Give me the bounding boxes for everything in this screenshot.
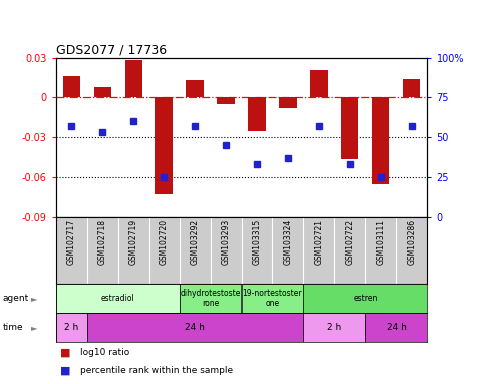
Bar xyxy=(156,98,172,194)
Bar xyxy=(125,60,142,98)
Text: 2 h: 2 h xyxy=(327,323,341,332)
Text: ■: ■ xyxy=(60,366,71,376)
Text: GSM102719: GSM102719 xyxy=(128,219,138,265)
Text: GSM103286: GSM103286 xyxy=(408,219,416,265)
Text: ■: ■ xyxy=(60,348,71,358)
Text: GSM102718: GSM102718 xyxy=(98,219,107,265)
Bar xyxy=(280,98,297,108)
Text: GSM102722: GSM102722 xyxy=(345,219,355,265)
Bar xyxy=(242,284,303,313)
Bar xyxy=(372,98,389,184)
Bar xyxy=(180,284,242,313)
Text: 24 h: 24 h xyxy=(386,323,406,332)
Text: time: time xyxy=(2,323,23,332)
Text: GSM102720: GSM102720 xyxy=(159,219,169,265)
Text: GSM103293: GSM103293 xyxy=(222,219,230,265)
Text: estradiol: estradiol xyxy=(100,294,134,303)
Text: 19-nortestoster
one: 19-nortestoster one xyxy=(242,289,302,308)
Bar xyxy=(366,313,427,342)
Bar xyxy=(86,313,303,342)
Text: dihydrotestoste
rone: dihydrotestoste rone xyxy=(180,289,241,308)
Text: log10 ratio: log10 ratio xyxy=(80,348,129,357)
Text: estren: estren xyxy=(353,294,378,303)
Bar xyxy=(248,98,266,131)
Text: agent: agent xyxy=(2,294,28,303)
Bar xyxy=(311,70,327,98)
Text: GSM103292: GSM103292 xyxy=(190,219,199,265)
Text: ►: ► xyxy=(31,294,38,303)
Text: GSM102717: GSM102717 xyxy=(67,219,75,265)
Bar xyxy=(94,87,111,98)
Text: GSM103111: GSM103111 xyxy=(376,219,385,265)
Bar xyxy=(403,79,421,98)
Text: 24 h: 24 h xyxy=(185,323,205,332)
Text: GDS2077 / 17736: GDS2077 / 17736 xyxy=(56,43,167,56)
Text: 2 h: 2 h xyxy=(64,323,78,332)
Text: GSM102721: GSM102721 xyxy=(314,219,324,265)
Bar xyxy=(186,80,203,98)
Bar xyxy=(303,313,366,342)
Bar xyxy=(303,284,427,313)
Bar xyxy=(56,284,180,313)
Text: ►: ► xyxy=(31,323,38,332)
Bar xyxy=(341,98,358,159)
Text: GSM103315: GSM103315 xyxy=(253,219,261,265)
Bar xyxy=(56,313,86,342)
Bar xyxy=(62,76,80,98)
Text: percentile rank within the sample: percentile rank within the sample xyxy=(80,366,233,375)
Bar xyxy=(217,98,235,104)
Text: GSM103324: GSM103324 xyxy=(284,219,293,265)
